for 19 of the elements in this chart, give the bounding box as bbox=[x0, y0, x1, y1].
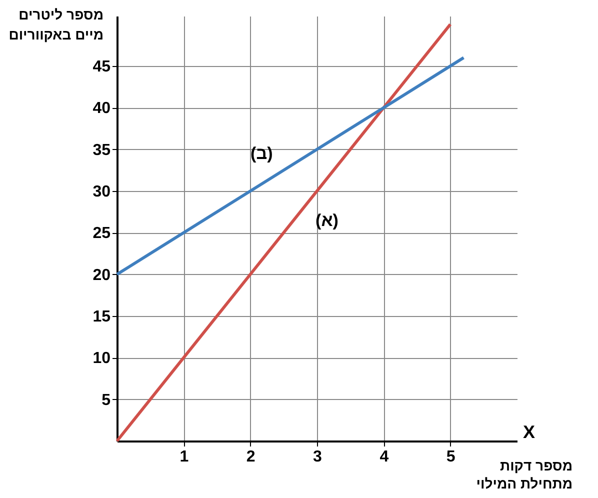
y-tick-label: 20 bbox=[92, 266, 111, 284]
y-tick-label: 10 bbox=[92, 350, 111, 368]
x-tick-label: 4 bbox=[380, 448, 389, 466]
x-tick-label: 5 bbox=[446, 448, 456, 466]
annotation: (א) bbox=[316, 211, 338, 230]
x-tick-label: 2 bbox=[246, 448, 256, 466]
x-axis-title: מספר דקות מתחילת המילוי bbox=[476, 458, 572, 492]
y-tick-label: 15 bbox=[92, 308, 111, 326]
y-tick-label: 45 bbox=[92, 58, 111, 76]
y-tick-label: 40 bbox=[92, 100, 111, 118]
y-tick-label: 25 bbox=[92, 225, 111, 242]
text: X bbox=[523, 422, 536, 442]
annotation: (ב) bbox=[250, 144, 273, 164]
x-tick-label: 1 bbox=[180, 448, 189, 466]
y-axis-title: מספר ליטרים מיים באקווריום bbox=[8, 6, 104, 42]
y-tick-label: 5 bbox=[102, 392, 111, 409]
y-tick-label: 35 bbox=[92, 142, 111, 159]
x-tick-label: 3 bbox=[313, 448, 322, 466]
y-tick-label: 30 bbox=[92, 184, 111, 200]
